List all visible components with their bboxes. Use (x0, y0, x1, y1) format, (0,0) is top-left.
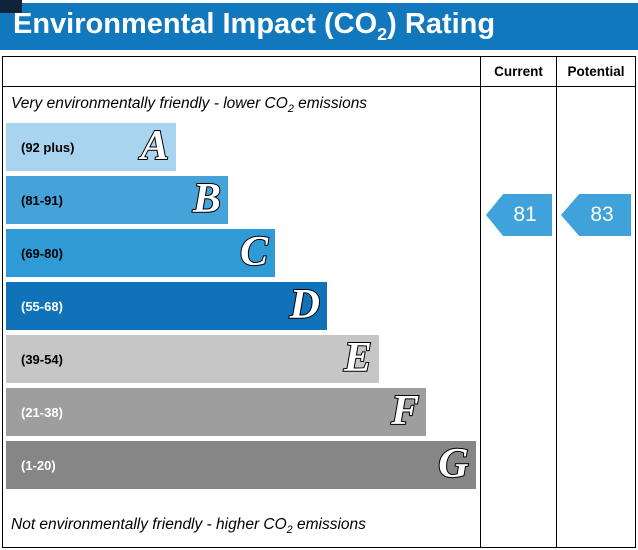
rating-bands: (92 plus) A (81-91) B (69-80) C (55-68) D (39-54… (6, 123, 478, 494)
band-range-label: (21-38) (21, 404, 63, 420)
band-range-label: (69-80) (21, 245, 63, 261)
band-range-label: (55-68) (21, 298, 63, 314)
band-row-B: (81-91) B (6, 176, 228, 224)
band-letter: D (289, 282, 321, 329)
potential-column-header: Potential (567, 64, 625, 79)
header-corner-mark (0, 0, 22, 13)
band-letter: E (343, 335, 373, 382)
band-letter: F (390, 388, 420, 435)
current-column-header: Current (494, 64, 543, 79)
bottom-caption: Not environmentally friendly - higher CO… (11, 516, 366, 537)
band-range-label: (1-20) (21, 457, 56, 473)
current-column-divider (480, 57, 481, 547)
current-rating-marker: 81 (486, 194, 552, 236)
band-row-D: (55-68) D (6, 282, 327, 330)
band-letter: G (437, 441, 469, 488)
current-rating-value: 81 (513, 203, 537, 226)
band-row-F: (21-38) F (6, 388, 427, 436)
potential-rating-value: 83 (590, 203, 614, 226)
potential-column-divider (556, 57, 557, 547)
header-row-divider (3, 86, 635, 87)
rating-chart: Current Potential Very environmentally f… (2, 56, 636, 548)
band-range-label: (39-54) (21, 351, 63, 367)
band-row-A: (92 plus) A (6, 123, 176, 171)
band-row-G: (1-20) G (6, 441, 476, 489)
band-range-label: (92 plus) (21, 139, 75, 155)
band-letter: B (192, 176, 222, 223)
page-title: Environmental Impact (CO2) Rating (13, 8, 496, 44)
chart-title-bar: Environmental Impact (CO2) Rating (0, 3, 638, 50)
top-caption: Very environmentally friendly - lower CO… (11, 95, 368, 116)
band-row-C: (69-80) C (6, 229, 276, 277)
band-range-label: (81-91) (21, 192, 63, 208)
band-row-E: (39-54) E (6, 335, 379, 383)
potential-rating-marker: 83 (561, 194, 631, 236)
band-letter: C (239, 229, 269, 276)
title-subscript: 2 (377, 23, 388, 44)
band-letter: A (140, 123, 170, 170)
